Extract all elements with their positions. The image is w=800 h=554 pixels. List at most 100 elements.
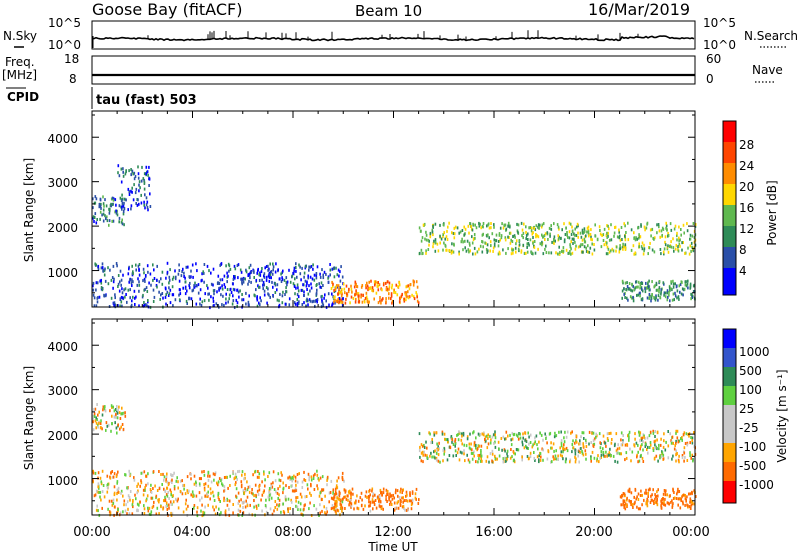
echo-cell-1 bbox=[184, 502, 187, 506]
echo-cell-3 bbox=[481, 459, 483, 463]
echo-cell-1 bbox=[296, 480, 299, 484]
echo-cell-2 bbox=[281, 276, 283, 280]
echo-cell-2 bbox=[272, 262, 274, 266]
echo-cell-2 bbox=[271, 272, 274, 276]
echo-cell-1 bbox=[270, 496, 273, 500]
echo-cell-2 bbox=[361, 503, 363, 507]
echo-cell-2 bbox=[218, 282, 221, 285]
echo-cell-3 bbox=[355, 292, 358, 296]
echo-cell-0 bbox=[105, 204, 108, 208]
echo-cell-4 bbox=[660, 252, 662, 256]
echo-cell-3 bbox=[430, 451, 432, 455]
echo-cell-4 bbox=[632, 506, 634, 509]
echo-cell-5 bbox=[669, 288, 671, 292]
echo-cell-2 bbox=[167, 294, 170, 297]
echo-cell-2 bbox=[410, 507, 413, 511]
echo-cell-4 bbox=[537, 235, 540, 239]
echo-cell-3 bbox=[376, 284, 379, 288]
echo-cell-4 bbox=[445, 248, 447, 252]
echo-cell-4 bbox=[450, 251, 453, 255]
echo-cell-1 bbox=[217, 491, 220, 495]
velocity-ylabel: Slant Range [km] bbox=[22, 366, 36, 470]
echo-cell-2 bbox=[274, 291, 277, 294]
echo-cell-2 bbox=[227, 262, 230, 266]
echo-cell-2 bbox=[278, 299, 280, 303]
echo-cell-4 bbox=[669, 222, 672, 226]
echo-cell-4 bbox=[686, 222, 688, 226]
echo-cell-3 bbox=[509, 433, 511, 437]
echo-cell-4 bbox=[680, 228, 682, 231]
echo-cell-2 bbox=[258, 273, 260, 277]
echo-cell-3 bbox=[665, 440, 667, 444]
echo-cell-3 bbox=[502, 435, 505, 439]
echo-cell-2 bbox=[219, 278, 222, 282]
echo-cell-2 bbox=[305, 304, 307, 308]
echo-cell-1 bbox=[137, 482, 139, 486]
echo-cell-2 bbox=[207, 286, 209, 290]
echo-cell-4 bbox=[439, 223, 441, 227]
echo-cell-4 bbox=[442, 233, 444, 237]
echo-cell-4 bbox=[607, 252, 609, 256]
echo-cell-4 bbox=[492, 246, 495, 250]
echo-cell-0 bbox=[111, 219, 113, 223]
echo-cell-2 bbox=[249, 276, 251, 280]
echo-cell-2 bbox=[369, 493, 371, 497]
echo-cell-4 bbox=[586, 230, 588, 234]
echo-cell-1 bbox=[193, 482, 196, 486]
echo-cell-4 bbox=[541, 243, 543, 247]
echo-cell-4 bbox=[610, 223, 612, 227]
echo-cell-3 bbox=[469, 432, 471, 436]
echo-cell-3 bbox=[517, 437, 520, 441]
echo-cell-1 bbox=[295, 483, 297, 487]
echo-cell-2 bbox=[195, 302, 198, 306]
echo-cell-4 bbox=[487, 223, 489, 227]
echo-cell-1 bbox=[136, 484, 138, 488]
echo-cell-1 bbox=[299, 508, 302, 512]
echo-cell-4 bbox=[547, 238, 549, 241]
echo-cell-1 bbox=[255, 504, 258, 508]
echo-cell-4 bbox=[588, 250, 591, 254]
echo-cell-2 bbox=[307, 292, 310, 296]
echo-cell-2 bbox=[389, 502, 391, 506]
echo-cell-5 bbox=[680, 280, 683, 284]
echo-cell-2 bbox=[395, 488, 397, 492]
echo-cell-2 bbox=[208, 298, 210, 302]
echo-cell-2 bbox=[331, 506, 334, 510]
echo-cell-0 bbox=[92, 420, 94, 424]
echo-cell-1 bbox=[168, 503, 170, 507]
echo-cell-2 bbox=[188, 297, 190, 301]
echo-cell-3 bbox=[675, 459, 677, 463]
echo-cell-4 bbox=[545, 244, 547, 248]
echo-cell-2 bbox=[274, 270, 277, 274]
echo-cell-1 bbox=[170, 493, 172, 497]
echo-cell-4 bbox=[637, 507, 640, 511]
echo-cell-3 bbox=[498, 454, 501, 458]
echo-cell-3 bbox=[678, 439, 681, 443]
echo-cell-3 bbox=[391, 286, 393, 290]
echo-cell-3 bbox=[333, 288, 335, 292]
echo-cell-4 bbox=[456, 226, 459, 230]
echo-cell-4 bbox=[472, 252, 474, 256]
echo-cell-2 bbox=[143, 303, 146, 307]
echo-cell-2 bbox=[333, 497, 335, 501]
echo-cell-3 bbox=[560, 444, 563, 448]
echo-cell-3 bbox=[659, 443, 662, 447]
echo-cell-3 bbox=[418, 432, 421, 436]
echo-cell-4 bbox=[473, 233, 476, 236]
echo-cell-4 bbox=[693, 240, 696, 244]
echo-cell-2 bbox=[184, 285, 187, 289]
echo-cell-4 bbox=[618, 228, 620, 232]
echo-cell-2 bbox=[262, 280, 265, 284]
echo-cell-4 bbox=[497, 244, 500, 248]
echo-cell-4 bbox=[687, 246, 689, 250]
echo-cell-1 bbox=[223, 489, 225, 493]
echo-cell-2 bbox=[321, 268, 323, 272]
echo-cell-3 bbox=[644, 445, 647, 448]
echo-cell-2 bbox=[385, 498, 387, 502]
echo-cell-3 bbox=[524, 438, 526, 442]
echo-cell-1 bbox=[123, 207, 126, 211]
echo-cell-3 bbox=[596, 459, 598, 463]
echo-cell-4 bbox=[550, 227, 553, 231]
echo-cell-1 bbox=[326, 483, 328, 487]
echo-cell-1 bbox=[97, 509, 99, 513]
